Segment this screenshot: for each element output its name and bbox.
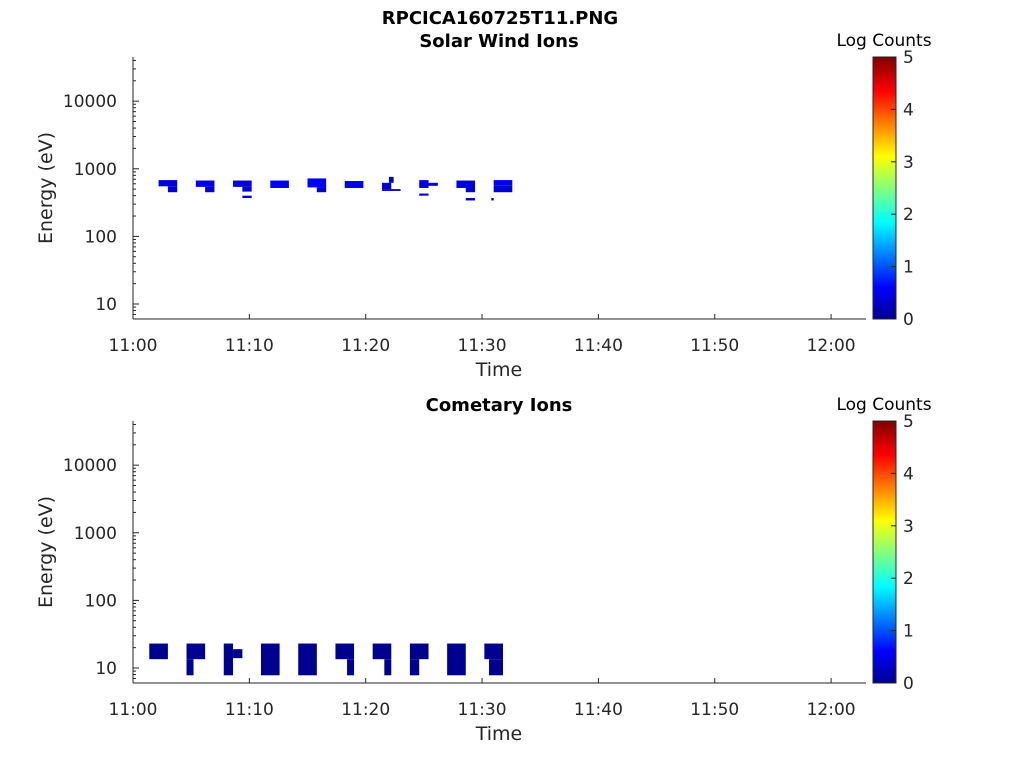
heatmap-cell	[447, 643, 466, 676]
x-axis-label: Time	[475, 359, 523, 381]
colorbar-tick-label: 0	[903, 310, 914, 330]
figure-title: RPCICA160725T11.PNG	[382, 8, 618, 29]
heatmap-cell	[242, 186, 252, 192]
heatmap-cell	[242, 195, 252, 198]
panel-cometary: 11:00 11:10 11:20 11:30 11:40 11:50 12:0010100…	[35, 395, 932, 745]
colorbar-tick-label: 4	[903, 464, 914, 484]
x-tick-label: 11:40	[574, 700, 623, 720]
colorbar	[872, 56, 897, 320]
heatmap-cell	[484, 643, 503, 660]
x-tick-label: 11:30	[458, 336, 507, 356]
heatmap-cell	[195, 180, 215, 187]
heatmap-cell	[260, 643, 280, 676]
x-tick-label: 11:10	[225, 336, 274, 356]
colorbar-tick-label: 0	[903, 674, 914, 694]
colorbar-tick-label: 1	[903, 258, 914, 278]
panel-solar-wind: 11:00 11:10 11:20 11:30 11:40 11:50 12:0010100…	[35, 31, 932, 381]
x-tick-label: 11:10	[225, 700, 274, 720]
heatmap-cell	[409, 643, 429, 660]
heatmap-cell	[465, 187, 476, 193]
y-tick-label: 1000	[74, 524, 117, 544]
y-axis-label: Energy (eV)	[35, 132, 57, 244]
colorbar-tick-label: 5	[903, 48, 914, 68]
heatmap-cell	[388, 176, 394, 183]
y-tick-label: 100	[85, 591, 117, 611]
heatmap-cell	[335, 643, 355, 660]
y-tick-label: 100	[85, 227, 117, 247]
heatmap-cell	[149, 643, 168, 660]
x-tick-label: 11:20	[341, 336, 390, 356]
heatmap-cell	[419, 180, 429, 188]
heatmap-cell	[384, 659, 392, 676]
colorbar-tick-label: 4	[903, 100, 914, 120]
heatmap-cell	[465, 197, 476, 201]
heatmap-cell	[307, 178, 327, 188]
x-tick-label: 11:50	[690, 700, 739, 720]
y-tick-label: 10	[95, 659, 117, 679]
heatmap-cell	[347, 659, 355, 676]
panel-title: Cometary Ions	[426, 395, 573, 416]
heatmap-cell	[456, 180, 476, 188]
x-tick-label: 11:00	[109, 700, 158, 720]
heatmap-cell	[372, 643, 392, 660]
colorbar-tick-label: 2	[903, 205, 914, 225]
heatmap-cell	[233, 180, 252, 187]
heatmap-cell	[428, 182, 438, 186]
heatmap-cell	[489, 659, 503, 676]
heatmap-cell	[270, 180, 289, 188]
heatmap-cell	[316, 187, 327, 193]
heatmap-cell	[167, 186, 178, 193]
panel-title: Solar Wind Ions	[419, 31, 578, 52]
heatmap-cell	[233, 649, 243, 659]
heatmap-cell	[493, 180, 513, 186]
colorbar	[872, 420, 897, 684]
x-axis-label: Time	[475, 723, 523, 745]
heatmap-cell	[205, 186, 215, 193]
colorbar-tick-label: 3	[903, 153, 914, 173]
x-tick-label: 11:40	[574, 336, 623, 356]
heatmap-cell	[491, 197, 494, 201]
colorbar-tick-label: 2	[903, 569, 914, 589]
heatmap-cell	[223, 643, 234, 676]
heatmap-cell	[493, 185, 513, 193]
x-tick-label: 12:00	[807, 336, 856, 356]
heatmap-cell	[381, 182, 392, 190]
colorbar-tick-label: 1	[903, 622, 914, 642]
heatmap-cell	[158, 180, 178, 187]
heatmap-cell	[186, 643, 206, 660]
colorbar-tick-label: 5	[903, 412, 914, 432]
panels: 11:00 11:10 11:20 11:30 11:40 11:50 12:0010100…	[35, 31, 932, 745]
heatmap-cell	[344, 180, 364, 188]
heatmap-cell	[409, 659, 420, 676]
y-tick-label: 10	[95, 295, 117, 315]
y-axis-label: Energy (eV)	[35, 496, 57, 608]
x-tick-label: 11:00	[109, 336, 158, 356]
heatmap-cell	[419, 193, 429, 196]
heatmap-cell	[186, 659, 194, 676]
colorbar-label: Log Counts	[836, 31, 931, 51]
heatmap-cell	[381, 189, 401, 191]
colorbar-tick-label: 3	[903, 517, 914, 537]
y-tick-label: 10000	[63, 456, 117, 476]
x-tick-label: 11:50	[690, 336, 739, 356]
heatmap-cell	[298, 643, 317, 676]
x-tick-label: 11:30	[458, 700, 507, 720]
colorbar-label: Log Counts	[836, 395, 931, 415]
y-tick-label: 10000	[63, 92, 117, 112]
y-tick-label: 1000	[74, 160, 117, 180]
x-tick-label: 11:20	[341, 700, 390, 720]
x-tick-label: 12:00	[807, 700, 856, 720]
